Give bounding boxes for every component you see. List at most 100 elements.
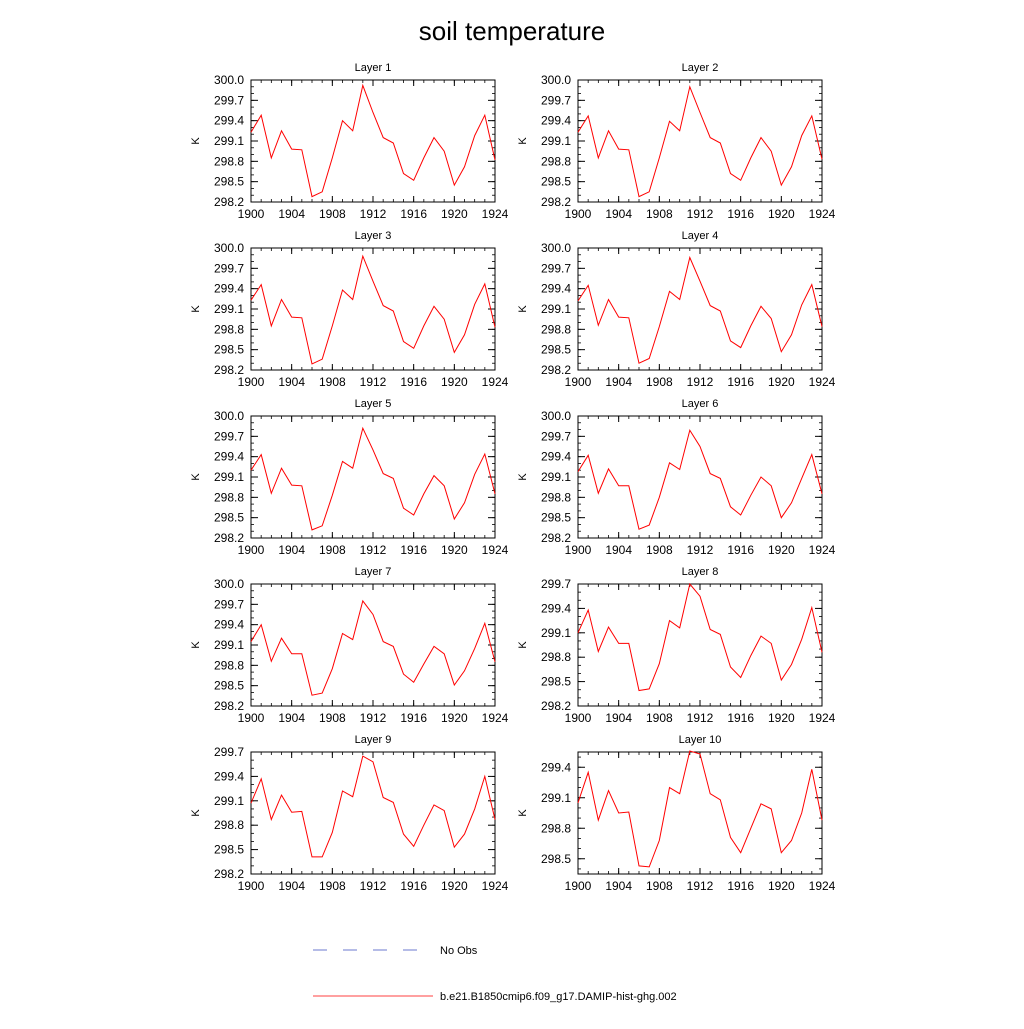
x-tick-label: 1904 [605,711,632,725]
x-tick-label: 1916 [727,879,754,893]
y-tick-label: 299.4 [214,769,244,783]
x-tick-label: 1916 [727,375,754,389]
panel-6: Layer 6 1900 1904 1908 1912 1916 1920 1924 298.2… [517,398,836,557]
x-tick-label: 1908 [646,711,673,725]
y-tick-label: 298.5 [541,675,571,689]
y-tick-label: 298.5 [541,343,571,357]
x-tick-label: 1920 [441,375,468,389]
y-tick-label: 298.2 [214,699,244,713]
y-tick-label: 298.5 [214,511,244,525]
y-axis-label: K [190,137,202,145]
x-tick-label: 1924 [482,375,509,389]
panel-title: Layer 8 [682,566,719,578]
x-tick-label: 1904 [278,207,305,221]
y-axis-label: K [190,473,202,481]
y-tick-label: 298.8 [214,818,244,832]
series-line [577,85,823,198]
panel-title: Layer 2 [682,62,719,74]
panel-frame [250,247,496,371]
y-tick-label: 298.8 [214,154,244,168]
x-tick-label: 1924 [809,207,836,221]
figure-title: soil temperature [419,16,605,46]
y-tick-label: 299.1 [541,302,571,316]
x-tick-label: 1908 [319,543,346,557]
y-tick-label: 298.2 [541,363,571,377]
x-tick-label: 1916 [400,879,427,893]
x-tick-label: 1920 [768,375,795,389]
y-tick-label: 299.7 [541,93,571,107]
panel-2: Layer 2 1900 1904 1908 1912 1916 1920 1924 298.2… [517,62,836,221]
panel-title: Layer 5 [355,398,392,410]
x-tick-label: 1912 [360,879,387,893]
x-tick-label: 1900 [565,543,592,557]
y-tick-label: 299.1 [214,470,244,484]
x-tick-label: 1924 [482,543,509,557]
panel-3: Layer 3 1900 1904 1908 1912 1916 1920 1924 298.2… [190,230,509,389]
x-tick-label: 1912 [687,879,714,893]
series-line [577,428,823,530]
series-line [250,599,496,696]
y-axis-label: K [517,137,529,145]
x-tick-label: 1904 [278,879,305,893]
x-tick-label: 1900 [565,375,592,389]
x-tick-label: 1924 [809,711,836,725]
x-tick-label: 1900 [238,543,265,557]
y-tick-label: 299.4 [541,282,571,296]
x-tick-label: 1912 [687,543,714,557]
x-tick-label: 1916 [727,543,754,557]
x-tick-label: 1900 [565,711,592,725]
y-tick-label: 298.8 [541,490,571,504]
panel-5: Layer 5 1900 1904 1908 1912 1916 1920 1924 298.2… [190,398,509,557]
y-tick-label: 298.8 [541,322,571,336]
series-line [250,426,496,531]
y-tick-label: 298.5 [214,679,244,693]
panel-title: Layer 6 [682,398,719,410]
x-tick-label: 1924 [482,879,509,893]
panel-10: Layer 10 1900 1904 1908 1912 1916 1920 1924 298.… [517,734,836,893]
y-axis-label: K [517,809,529,817]
y-tick-label: 298.8 [214,658,244,672]
y-tick-label: 299.1 [214,794,244,808]
panel-7: Layer 7 1900 1904 1908 1912 1916 1920 1924 298.2… [190,566,509,725]
x-tick-label: 1900 [238,711,265,725]
x-tick-label: 1924 [482,711,509,725]
y-axis-label: K [190,809,202,817]
y-tick-label: 300.0 [214,409,244,423]
y-axis-label: K [190,305,202,313]
y-tick-label: 299.7 [214,93,244,107]
x-tick-label: 1908 [646,375,673,389]
x-tick-label: 1912 [360,207,387,221]
x-tick-label: 1900 [238,879,265,893]
x-tick-label: 1920 [441,879,468,893]
y-tick-label: 298.8 [541,154,571,168]
y-axis-label: K [517,473,529,481]
legend-obs-label: No Obs [440,945,478,957]
x-tick-label: 1908 [319,375,346,389]
x-tick-label: 1904 [278,711,305,725]
x-tick-label: 1920 [768,207,795,221]
y-tick-label: 299.4 [541,760,571,774]
y-tick-label: 298.5 [214,343,244,357]
y-tick-label: 300.0 [214,73,244,87]
panel-title: Layer 7 [355,566,392,578]
y-tick-label: 300.0 [541,241,571,255]
x-tick-label: 1920 [768,879,795,893]
x-tick-label: 1904 [605,375,632,389]
panel-frame [577,751,823,875]
y-tick-label: 299.4 [214,114,244,128]
y-tick-label: 298.5 [541,175,571,189]
x-tick-label: 1904 [278,375,305,389]
x-tick-label: 1912 [687,207,714,221]
series-line [577,582,823,692]
y-tick-label: 299.1 [214,638,244,652]
y-tick-label: 298.2 [541,699,571,713]
series-line [250,254,496,365]
y-axis-label: K [517,641,529,649]
x-tick-label: 1924 [809,879,836,893]
x-tick-label: 1920 [441,207,468,221]
y-axis-label: K [517,305,529,313]
x-tick-label: 1912 [360,375,387,389]
x-tick-label: 1916 [727,711,754,725]
x-tick-label: 1916 [400,711,427,725]
